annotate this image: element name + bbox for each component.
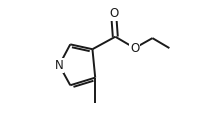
Text: O: O: [109, 7, 118, 20]
Text: N: N: [54, 59, 62, 72]
Text: O: O: [130, 42, 139, 55]
Text: N: N: [55, 59, 64, 72]
Text: O: O: [130, 42, 139, 55]
Text: O: O: [109, 7, 118, 20]
